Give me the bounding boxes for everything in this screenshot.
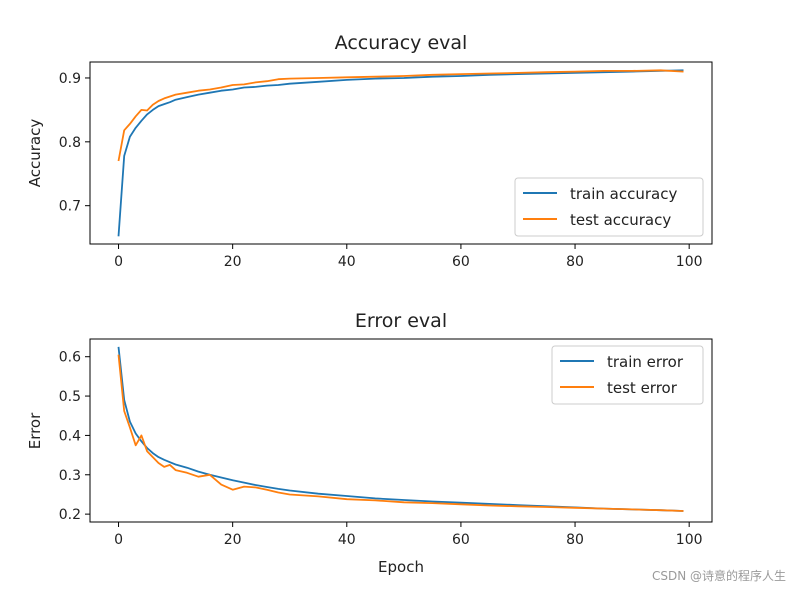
accuracy-x-tick-label: 40	[338, 254, 356, 270]
error-x-tick-label: 60	[452, 532, 470, 548]
error-panel: Error eval Error Epoch 0 20 40 60 80 100 0.20…	[26, 310, 713, 576]
error-chart-title: Error eval	[355, 310, 447, 332]
error-x-tick-label: 100	[676, 532, 703, 548]
accuracy-plot-frame	[89, 61, 713, 245]
error-y-tick-label: 0.6	[59, 350, 81, 366]
legend-label-train-accuracy: train accuracy	[570, 185, 677, 203]
accuracy-panel: Accuracy eval Accuracy 0 20 40 60 80 100 0.70…	[26, 32, 713, 270]
accuracy-x-tick-label: 20	[224, 254, 242, 270]
series-line-train-error	[117, 346, 684, 512]
accuracy-legend-box	[514, 177, 704, 237]
accuracy-y-tick-label: 0.8	[59, 135, 81, 151]
accuracy-chart-title: Accuracy eval	[335, 32, 468, 54]
legend-label-train-error: train error	[607, 353, 684, 371]
error-x-tick-label: 0	[114, 532, 123, 548]
accuracy-x-tick-label: 60	[452, 254, 470, 270]
accuracy-x-tick-label: 0	[114, 254, 123, 270]
error-y-tick-label: 0.3	[59, 468, 81, 484]
error-x-ticks: 0 20 40 60 80 100	[114, 522, 703, 548]
error-x-tick-label: 20	[224, 532, 242, 548]
accuracy-x-tick-label: 80	[566, 254, 584, 270]
error-x-tick-label: 40	[338, 532, 356, 548]
error-x-axis-label: Epoch	[378, 558, 424, 576]
error-legend: train error test error	[551, 345, 704, 405]
error-x-tick-label: 80	[566, 532, 584, 548]
error-y-tick-label: 0.2	[59, 507, 81, 523]
accuracy-y-ticks: 0.7 0.8 0.9	[59, 71, 90, 215]
legend-label-test-accuracy: test accuracy	[570, 211, 671, 229]
accuracy-x-tick-label: 100	[676, 254, 703, 270]
error-series-lines	[117, 346, 684, 512]
accuracy-y-tick-label: 0.9	[59, 71, 81, 87]
error-y-axis-label: Error	[26, 412, 44, 449]
error-plot-frame	[89, 338, 713, 523]
error-y-tick-label: 0.4	[59, 428, 81, 444]
legend-label-test-error: test error	[607, 379, 678, 397]
series-line-test-error	[117, 354, 684, 512]
accuracy-series-lines	[117, 69, 684, 237]
accuracy-x-ticks: 0 20 40 60 80 100	[114, 244, 703, 270]
accuracy-legend: train accuracy test accuracy	[514, 177, 704, 237]
accuracy-y-tick-label: 0.7	[59, 199, 81, 215]
series-line-train-accuracy	[117, 69, 684, 237]
error-y-tick-label: 0.5	[59, 389, 81, 405]
series-line-test-accuracy	[117, 69, 684, 162]
watermark-text: CSDN @诗意的程序人生	[652, 568, 786, 583]
error-y-ticks: 0.2 0.3 0.4 0.5 0.6	[59, 350, 90, 523]
accuracy-y-axis-label: Accuracy	[26, 119, 44, 188]
